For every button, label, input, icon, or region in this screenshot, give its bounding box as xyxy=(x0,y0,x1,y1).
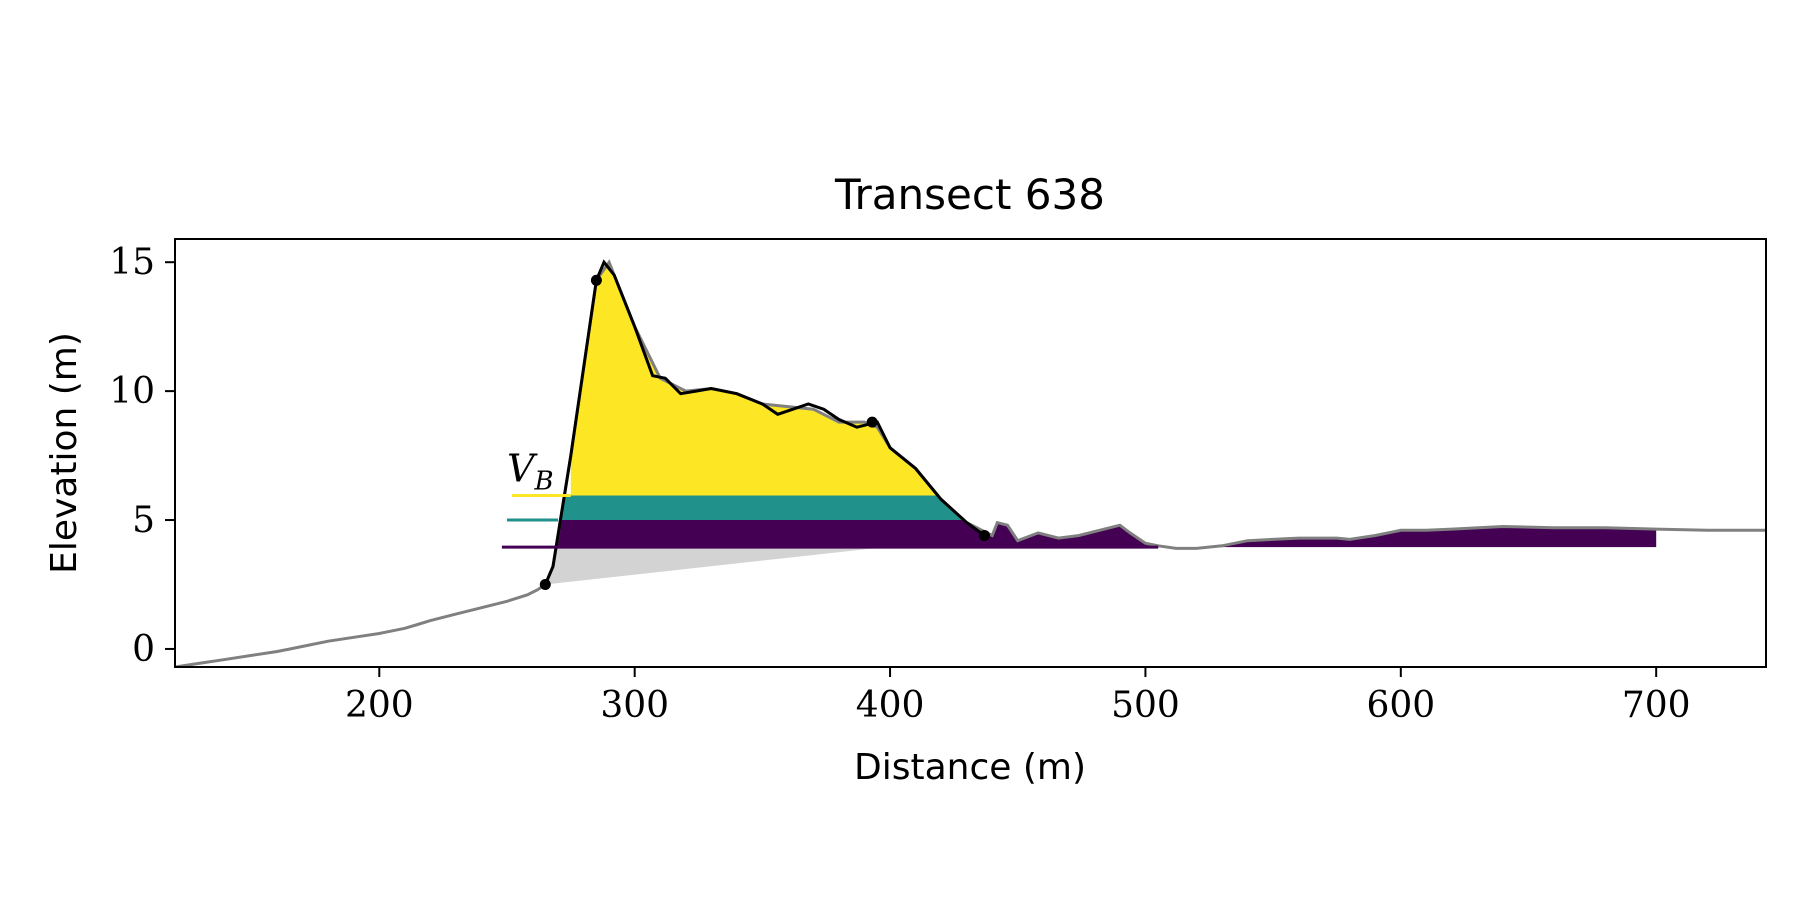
profile-line xyxy=(175,259,1766,667)
x-axis: 200 300 400 500 600 700 xyxy=(345,667,1691,726)
x-tick-label: 400 xyxy=(856,685,925,726)
base-fill-area xyxy=(545,547,885,585)
y-tick-label: 5 xyxy=(132,500,155,541)
x-axis-label: Distance (m) xyxy=(854,747,1086,788)
x-tick-label: 300 xyxy=(600,685,669,726)
level-band-3 xyxy=(553,520,1657,548)
y-tick-label: 15 xyxy=(109,242,155,283)
dune-profile-line xyxy=(543,259,986,586)
marker-points xyxy=(539,274,990,590)
marker-point xyxy=(590,274,602,286)
chart-title: Transect 638 xyxy=(834,170,1105,219)
x-tick-label: 500 xyxy=(1111,685,1180,726)
y-tick-label: 0 xyxy=(132,629,155,670)
y-axis-label: Elevation (m) xyxy=(44,332,85,574)
x-tick-label: 600 xyxy=(1366,685,1435,726)
x-tick-label: 700 xyxy=(1622,685,1691,726)
marker-point xyxy=(866,416,878,428)
line-layer xyxy=(175,259,1766,667)
x-tick-label: 200 xyxy=(345,685,414,726)
marker-point xyxy=(979,530,990,541)
level-band-2 xyxy=(558,495,1657,520)
marker-point xyxy=(539,579,551,590)
plot-frame xyxy=(174,238,1767,668)
level-band-1 xyxy=(570,262,1657,496)
fill-layer xyxy=(545,262,1657,585)
level-lines xyxy=(501,494,1159,549)
vb-annotation: VB xyxy=(507,446,554,496)
y-tick-label: 10 xyxy=(109,371,155,412)
level-bands xyxy=(553,262,1657,548)
y-axis: 0 5 10 15 xyxy=(109,242,175,670)
